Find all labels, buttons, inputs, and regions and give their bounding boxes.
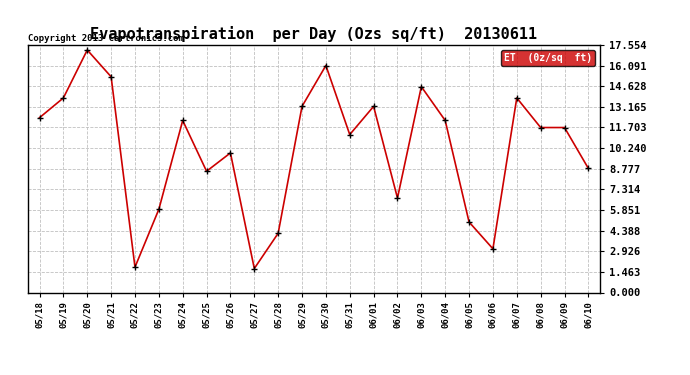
Legend: ET  (0z/sq  ft): ET (0z/sq ft) (502, 50, 595, 66)
Title: Evapotranspiration  per Day (Ozs sq/ft)  20130611: Evapotranspiration per Day (Ozs sq/ft) 2… (90, 27, 538, 42)
Text: Copyright 2013 Cartronics.com: Copyright 2013 Cartronics.com (28, 33, 184, 42)
